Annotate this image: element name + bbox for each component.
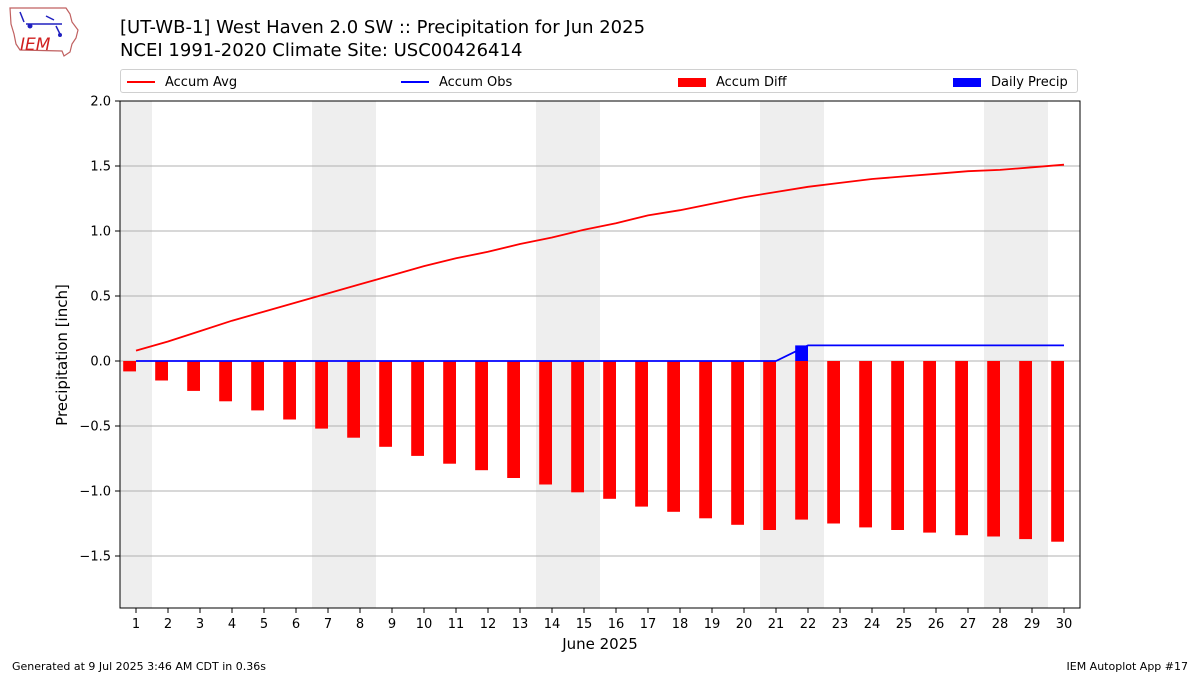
y-tick-label: −0.5 [79,420,111,435]
x-tick-label: 21 [768,617,785,632]
x-tick-label: 20 [736,617,753,632]
x-tick-label: 17 [640,617,657,632]
x-tick-label: 19 [704,617,721,632]
accum-diff-bar [347,361,360,438]
x-tick-label: 13 [512,617,529,632]
x-tick-label: 14 [544,617,561,632]
x-tick-label: 30 [1056,617,1073,632]
x-tick-label: 18 [672,617,689,632]
accum-diff-bar [1019,361,1032,540]
legend-swatch-accum-obs [401,81,429,83]
x-tick-label: 12 [480,617,497,632]
accum-diff-bar [571,361,584,493]
y-tick-label: −1.5 [79,550,111,565]
x-tick-label: 4 [228,617,236,632]
x-tick-label: 2 [164,617,172,632]
weekend-band [760,101,824,608]
x-tick-label: 15 [576,617,593,632]
legend-item-accum-avg: Accum Avg [127,70,237,94]
x-tick-label: 9 [388,617,396,632]
accum-diff-bar [539,361,552,485]
accum-avg-line [135,163,1065,352]
legend-swatch-daily-precip [953,77,981,87]
accum-diff-bar [987,361,1000,537]
accum-diff-bar [443,361,456,464]
legend-label-accum-diff: Accum Diff [716,74,787,90]
x-tick-label: 28 [992,617,1009,632]
iowa-outline-icon [9,7,79,57]
x-tick-label: 6 [292,617,300,632]
accum-diff-bar [379,361,392,447]
legend-item-daily-precip: Daily Precip [953,70,1068,94]
x-tick-label: 11 [448,617,465,632]
x-tick-label: 10 [416,617,433,632]
legend-label-accum-obs: Accum Obs [439,74,513,90]
accum-diff-bar [123,361,136,372]
accum-diff-bar [219,361,232,402]
accum-diff-bar [187,361,200,391]
plot-frame [119,100,1081,609]
x-tick-label: 16 [608,617,625,632]
x-tick-label: 3 [196,617,204,632]
accum-diff-bar [1051,361,1064,542]
y-tick-label: −1.0 [79,485,111,500]
chart-title: [UT-WB-1] West Haven 2.0 SW :: Precipita… [120,17,646,38]
x-tick-label: 29 [1024,617,1041,632]
x-tick-label: 8 [356,617,364,632]
app-credit: IEM Autoplot App #17 [1066,660,1189,673]
legend-item-accum-obs: Accum Obs [401,70,512,94]
chart-subtitle: NCEI 1991-2020 Climate Site: USC00426414 [120,40,523,61]
accum-diff-bar [411,361,424,456]
x-tick-label: 27 [960,617,977,632]
y-tick-label: 0.5 [90,290,111,305]
legend-label-daily-precip: Daily Precip [991,74,1068,90]
chart-legend: Accum Avg Accum Obs Accum Diff Daily Pre… [120,69,1078,93]
legend-label-accum-avg: Accum Avg [165,74,238,90]
accum-diff-bar [859,361,872,528]
y-axis-label: Precipitation [inch] [53,284,71,426]
y-tick-label: 1.5 [90,160,111,175]
legend-swatch-accum-diff [678,77,706,87]
x-axis-label: June 2025 [561,635,638,653]
x-tick-label: 23 [832,617,849,632]
accum-diff-bar [923,361,936,533]
accum-diff-bar [315,361,328,429]
accum-diff-bar [155,361,168,381]
x-tick-label: 25 [896,617,913,632]
accum-diff-bar [635,361,648,507]
x-tick-label: 24 [864,617,881,632]
y-tick-label: 1.0 [90,225,111,240]
y-tick-label: 2.0 [90,95,111,110]
accum-diff-bar [283,361,296,420]
weather-symbols-icon [19,11,62,35]
generated-timestamp: Generated at 9 Jul 2025 3:46 AM CDT in 0… [12,660,266,673]
accum-diff-bar [251,361,264,411]
accum-diff-bar [507,361,520,478]
accum-diff-bar [731,361,744,525]
weekend-band [120,101,152,608]
accum-diff-bar [827,361,840,524]
accum-obs-line [136,344,1064,362]
x-tick-label: 5 [260,617,268,632]
accum-diff-bar [955,361,968,536]
iem-logo: IEM [9,7,79,57]
legend-item-accum-diff: Accum Diff [678,70,787,94]
accum-diff-bar [475,361,488,471]
accum-diff-bar [667,361,680,512]
accum-diff-bar [891,361,904,530]
x-tick-label: 22 [800,617,817,632]
accum-diff-bar [699,361,712,519]
accum-diff-bar [795,361,808,520]
accum-diff-bar [763,361,776,530]
weekend-band [312,101,376,608]
x-tick-label: 1 [132,617,140,632]
logo-text: IEM [20,35,51,55]
x-tick-label: 7 [324,617,332,632]
legend-swatch-accum-avg [127,81,155,83]
weekend-band [536,101,600,608]
x-tick-label: 26 [928,617,945,632]
accum-diff-bar [603,361,616,499]
y-tick-label: 0.0 [90,355,111,370]
